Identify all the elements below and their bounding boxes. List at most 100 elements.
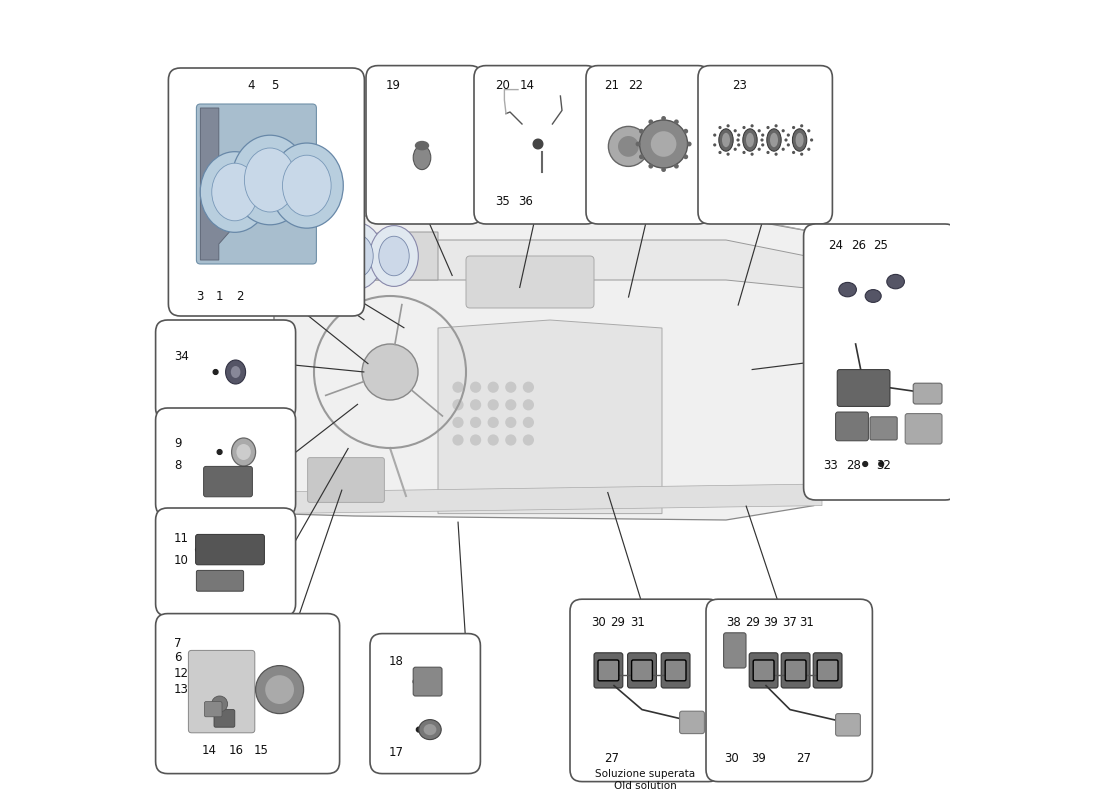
Circle shape [718,126,722,129]
Circle shape [608,126,648,166]
Text: 9: 9 [174,437,182,450]
Text: 31: 31 [800,616,814,629]
Text: 21: 21 [604,79,619,92]
Ellipse shape [307,236,338,276]
Circle shape [862,462,868,466]
Circle shape [636,142,640,146]
Circle shape [767,126,770,129]
Circle shape [782,129,784,132]
Circle shape [452,399,463,410]
Ellipse shape [795,133,804,147]
FancyBboxPatch shape [594,653,623,688]
Text: 30: 30 [725,752,739,765]
FancyBboxPatch shape [631,660,652,681]
Circle shape [505,434,516,446]
Circle shape [487,382,498,393]
Circle shape [807,129,811,132]
Circle shape [810,138,813,142]
Circle shape [792,151,795,154]
Circle shape [639,120,688,168]
Circle shape [736,138,739,142]
Circle shape [417,727,421,732]
Ellipse shape [362,344,418,400]
FancyBboxPatch shape [628,653,657,688]
Text: 6: 6 [174,651,182,664]
Circle shape [470,417,481,428]
Polygon shape [200,108,236,260]
Circle shape [761,134,764,137]
Text: 4: 4 [248,79,255,92]
Text: 35: 35 [496,195,510,208]
Circle shape [784,138,788,142]
Text: 14: 14 [202,744,217,757]
Text: 30: 30 [592,616,606,629]
FancyBboxPatch shape [414,667,442,696]
Text: 34: 34 [174,350,189,363]
Circle shape [761,143,764,146]
Circle shape [505,417,516,428]
FancyBboxPatch shape [661,653,690,688]
Ellipse shape [424,724,437,735]
Circle shape [742,126,746,129]
Ellipse shape [792,129,806,151]
FancyBboxPatch shape [196,534,264,565]
FancyBboxPatch shape [205,702,222,717]
FancyBboxPatch shape [813,653,842,688]
Text: 17: 17 [388,746,404,758]
Text: 19: 19 [386,79,402,92]
Polygon shape [274,216,814,520]
Circle shape [750,153,754,156]
Ellipse shape [742,129,757,151]
Ellipse shape [231,366,241,378]
FancyBboxPatch shape [836,412,868,441]
FancyBboxPatch shape [366,66,482,224]
Text: 28: 28 [846,459,861,472]
Circle shape [734,129,737,132]
FancyBboxPatch shape [155,508,296,616]
FancyBboxPatch shape [749,653,778,688]
Circle shape [760,138,763,142]
FancyBboxPatch shape [817,660,838,681]
Circle shape [651,131,676,157]
Ellipse shape [722,133,730,147]
Circle shape [792,126,795,129]
FancyBboxPatch shape [804,224,957,500]
FancyBboxPatch shape [598,660,619,681]
Circle shape [534,139,542,149]
FancyBboxPatch shape [837,370,890,406]
Circle shape [211,696,228,712]
Circle shape [767,151,770,154]
FancyBboxPatch shape [570,599,721,782]
Circle shape [758,148,761,151]
Ellipse shape [414,146,431,170]
Circle shape [522,382,534,393]
Text: 27: 27 [796,752,812,765]
Polygon shape [438,320,662,514]
FancyBboxPatch shape [724,633,746,668]
Circle shape [618,136,639,157]
Circle shape [726,153,729,156]
Circle shape [522,399,534,410]
Ellipse shape [370,226,418,286]
Circle shape [713,134,716,137]
FancyBboxPatch shape [155,320,296,420]
FancyBboxPatch shape [754,660,774,681]
FancyBboxPatch shape [188,650,255,733]
Circle shape [273,114,277,118]
Text: 3: 3 [197,290,204,302]
Text: 25: 25 [873,239,888,252]
Circle shape [452,417,463,428]
FancyBboxPatch shape [204,466,252,497]
Ellipse shape [283,155,331,216]
Circle shape [487,434,498,446]
Text: Soluzione superata: Soluzione superata [595,770,695,779]
FancyBboxPatch shape [706,599,872,782]
Text: 31: 31 [630,616,645,629]
Circle shape [718,151,722,154]
FancyBboxPatch shape [155,614,340,774]
FancyBboxPatch shape [905,414,942,444]
Text: 37: 37 [782,616,796,629]
Circle shape [639,154,643,159]
Ellipse shape [866,290,881,302]
FancyBboxPatch shape [370,634,481,774]
